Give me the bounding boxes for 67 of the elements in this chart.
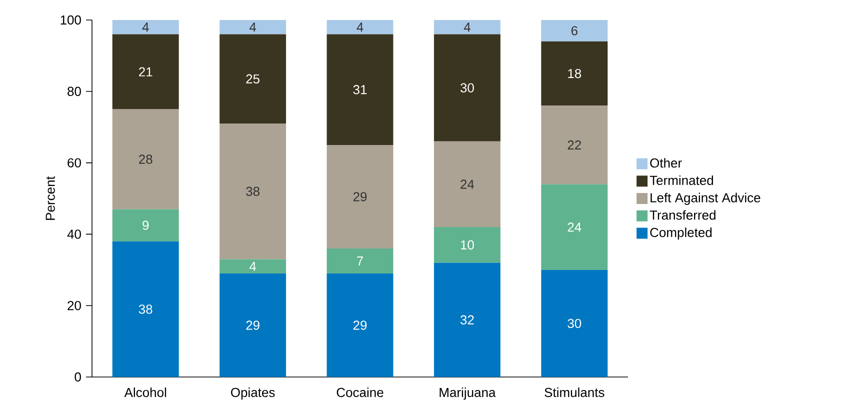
x-tick-label: Opiates: [231, 388, 275, 400]
bar: [112, 20, 179, 34]
data-label: 7: [357, 256, 363, 266]
data-label: 4: [356, 22, 364, 32]
bar: [541, 106, 608, 184]
data-label: 38: [246, 186, 260, 196]
legend-label: Left Against Advice: [650, 192, 760, 205]
data-label: 22: [568, 140, 581, 150]
bar: [326, 248, 394, 274]
data-label: 32: [460, 315, 474, 324]
bar: [220, 259, 286, 274]
y-axis-title: Percent: [46, 176, 55, 220]
data-label: 4: [142, 22, 149, 32]
x-tick-label: Stimulants: [544, 388, 604, 398]
bar: [112, 209, 179, 242]
bar: [541, 270, 608, 377]
bar: [220, 124, 286, 260]
bar: [541, 184, 608, 270]
bar: [434, 20, 500, 34]
data-label: 38: [138, 304, 152, 314]
data-label: 30: [460, 83, 474, 92]
bar: [220, 273, 286, 377]
y-tick-label: 60: [68, 158, 81, 168]
data-label: 24: [460, 180, 474, 189]
bar: [326, 273, 394, 377]
data-label: 18: [568, 68, 582, 78]
bar: [220, 34, 286, 124]
data-label: 4: [249, 22, 256, 32]
y-tick-label: 0: [74, 372, 81, 382]
data-label: 30: [568, 318, 582, 328]
y-tick-label: 80: [68, 86, 81, 96]
bar: [434, 227, 500, 263]
data-label: 29: [353, 320, 367, 330]
data-label: 29: [246, 320, 260, 330]
data-label: 6: [571, 26, 578, 36]
legend-label: Terminated: [650, 175, 714, 185]
bar: [434, 262, 500, 377]
data-label: 28: [139, 154, 152, 164]
bar: [326, 144, 394, 248]
data-label: 10: [460, 240, 474, 250]
bar: [541, 41, 608, 106]
legend-label: Transferred: [650, 210, 716, 220]
bar: [326, 20, 394, 34]
data-label: 4: [464, 22, 470, 32]
bar: [326, 34, 394, 145]
data-label: 25: [246, 74, 260, 84]
bar: [434, 34, 500, 142]
bar: [112, 109, 179, 210]
bar: [434, 141, 500, 228]
data-label: 21: [139, 67, 152, 76]
data-label: 29: [353, 192, 367, 202]
legend-label: Completed: [650, 228, 712, 240]
x-tick-label: Alcohol: [124, 388, 166, 398]
data-label: 31: [353, 85, 367, 94]
data-label: 24: [568, 222, 582, 232]
x-tick-label: Marijuana: [440, 388, 496, 400]
y-tick-label: 100: [60, 15, 81, 25]
bar: [220, 20, 286, 34]
y-tick-label: 40: [67, 230, 81, 239]
x-tick-label: Cocaine: [336, 388, 384, 398]
bar: [541, 20, 608, 42]
y-tick-label: 20: [68, 300, 81, 310]
data-label: 9: [142, 220, 149, 230]
legend-label: Other: [650, 158, 682, 168]
bar: [112, 34, 179, 110]
bar: [112, 241, 179, 377]
data-label: 4: [249, 262, 256, 271]
